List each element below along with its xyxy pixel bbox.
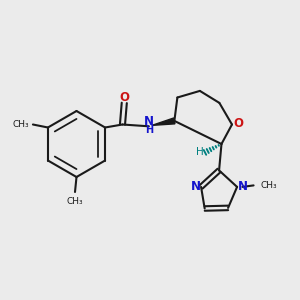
Text: O: O	[119, 91, 129, 104]
Text: CH₃: CH₃	[260, 181, 277, 190]
Text: N: N	[191, 180, 201, 193]
Text: CH₃: CH₃	[13, 120, 29, 129]
Text: H: H	[145, 125, 153, 135]
Text: N: N	[144, 115, 154, 128]
Text: CH₃: CH₃	[67, 196, 83, 206]
Text: N: N	[238, 180, 248, 193]
Text: O: O	[233, 116, 243, 130]
Polygon shape	[152, 118, 175, 125]
Text: H: H	[196, 147, 203, 158]
